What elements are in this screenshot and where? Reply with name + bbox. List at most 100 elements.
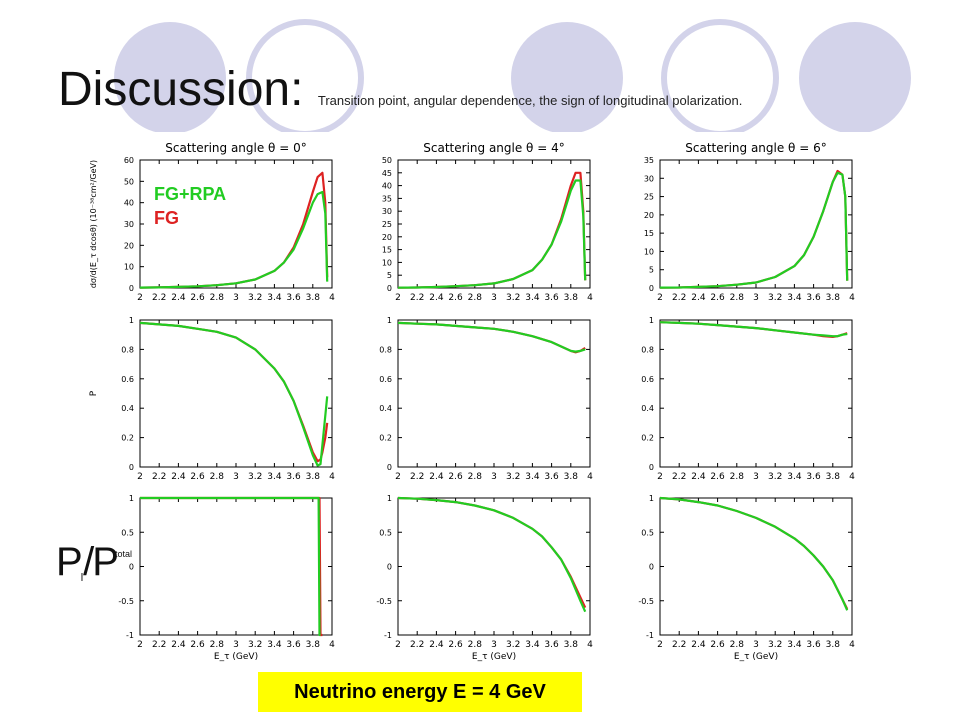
y-tick-label: 10: [124, 263, 134, 272]
y-tick-label: 1: [649, 494, 654, 503]
x-tick-label: 2.4: [171, 472, 186, 482]
x-tick-label: 2: [657, 640, 663, 650]
x-tick-label: 2.6: [448, 293, 463, 303]
x-tick-label: 2.8: [730, 640, 745, 650]
y-tick-label: 10: [382, 258, 392, 267]
y-tick-label: 0: [649, 463, 654, 472]
y-tick-label: 5: [387, 271, 392, 280]
y-tick-label: -1: [126, 631, 134, 640]
x-tick-label: 3.4: [267, 293, 282, 303]
legend-entry: FG: [154, 208, 179, 228]
slide-subtitle: Transition point, angular dependence, th…: [317, 93, 743, 108]
x-tick-label: 2.6: [448, 472, 463, 482]
plot-frame: [397, 319, 591, 468]
x-tick-label: 3.2: [248, 640, 262, 650]
x-tick-label: 2.2: [410, 640, 424, 650]
x-tick-label: 3: [753, 640, 759, 650]
y-tick-label: 50: [124, 177, 134, 186]
series-line-fg-rpa: [139, 321, 329, 467]
x-tick-label: 3: [233, 640, 239, 650]
y-tick-label: -0.5: [118, 597, 134, 606]
x-tick-label: 2: [137, 293, 143, 303]
series-line-fg: [397, 321, 586, 354]
x-tick-label: 3: [491, 640, 497, 650]
x-tick-label: 3.6: [286, 472, 301, 482]
y-tick-label: 0: [387, 284, 392, 293]
y-tick-label: 35: [382, 194, 392, 203]
x-tick-label: 3.4: [267, 640, 282, 650]
x-tick-label: 2.4: [429, 293, 444, 303]
x-tick-label: 3.8: [826, 472, 841, 482]
chart-title: Scattering angle θ = 4°: [423, 141, 564, 155]
decorative-circles: [0, 19, 960, 140]
x-tick-label: 2: [395, 472, 401, 482]
x-tick-label: 2.6: [190, 293, 205, 303]
x-tick-label: 3.8: [826, 640, 841, 650]
x-tick-label: 2.2: [152, 293, 166, 303]
y-tick-label: 0.6: [121, 375, 134, 384]
series-line-fg-rpa: [659, 321, 848, 338]
y-tick-label: 0.5: [121, 528, 134, 537]
y-tick-label: 5: [649, 266, 654, 275]
x-tick-label: 2.6: [710, 640, 725, 650]
x-tick-label: 4: [849, 293, 855, 303]
y-tick-label: -0.5: [638, 597, 654, 606]
chart-panel-2: 2 2.2 2.4 2.6 2.8 3 3.2 3.4 3.6 3.8 40510152025303…: [382, 141, 593, 303]
x-tick-label: 3.4: [787, 640, 802, 650]
y-tick-label: 30: [382, 207, 392, 216]
y-tick-label: 60: [124, 156, 134, 165]
x-tick-label: 2.8: [468, 640, 483, 650]
y-tick-label: 0.5: [641, 528, 654, 537]
x-tick-label: 3.4: [525, 472, 540, 482]
y-tick-label: 20: [644, 211, 654, 220]
series-line-fg: [659, 169, 849, 289]
series-line-fg: [140, 496, 323, 637]
x-tick-label: 2.6: [710, 293, 725, 303]
x-tick-label: 3.4: [525, 293, 540, 303]
chart-panel-4: 2 2.2 2.4 2.6 2.8 3 3.2 3.4 3.6 3.8 4 0 0.2 0.4 0.6 0.8…: [89, 316, 335, 482]
y-tick-label: 1: [129, 494, 134, 503]
energy-banner: Neutrino energy E = 4 GeV: [258, 672, 582, 712]
legend-entry: FG+RPA: [154, 184, 226, 204]
y-tick-label: -1: [384, 631, 392, 640]
x-tick-label: 3.6: [286, 640, 301, 650]
x-axis-label: E_τ (GeV): [214, 652, 258, 662]
y-tick-label: 0: [387, 563, 392, 572]
x-tick-label: 2.2: [672, 293, 686, 303]
chart-panel-8: 2 2.2 2.4 2.6 2.8 3 3.2 3.4 3.6 3.8 4 -1 -0.5 0 0.5 1 E_…: [376, 494, 593, 662]
series-line-fg-rpa: [397, 496, 587, 613]
y-tick-label: 0.4: [121, 404, 134, 413]
x-tick-label: 3.8: [306, 293, 321, 303]
y-tick-label: 0.5: [379, 528, 392, 537]
x-tick-label: 2.6: [190, 640, 205, 650]
y-tick-label: 0: [649, 284, 654, 293]
x-tick-label: 3: [491, 293, 497, 303]
x-tick-label: 4: [849, 472, 855, 482]
y-tick-label: 0.2: [379, 434, 392, 443]
y-tick-label: 35: [644, 156, 654, 165]
x-tick-label: 2.8: [730, 293, 745, 303]
y-tick-label: -1: [646, 631, 654, 640]
y-tick-label: 0: [387, 463, 392, 472]
series-line-fg-rpa: [139, 190, 329, 289]
x-tick-label: 3.6: [806, 293, 821, 303]
y-tick-label: 45: [382, 169, 392, 178]
x-tick-label: 4: [329, 640, 335, 650]
x-tick-label: 2.4: [429, 640, 444, 650]
x-tick-label: 2.8: [468, 472, 483, 482]
x-tick-label: 4: [587, 640, 593, 650]
y-tick-label: 30: [644, 174, 654, 183]
x-tick-label: 3.8: [826, 293, 841, 303]
plot-frame: [139, 497, 333, 636]
decor-circle-1: [114, 22, 226, 134]
ratio-label-slash: /: [83, 540, 94, 584]
y-tick-label: 40: [382, 182, 392, 191]
x-tick-label: 2.8: [210, 472, 225, 482]
x-tick-label: 3.4: [267, 472, 282, 482]
x-tick-label: 3.2: [506, 640, 520, 650]
x-tick-label: 2.4: [691, 293, 706, 303]
y-tick-label: -0.5: [376, 597, 392, 606]
x-tick-label: 3.8: [564, 293, 579, 303]
x-tick-label: 2.2: [410, 472, 424, 482]
series-line-fg-rpa: [140, 496, 321, 637]
